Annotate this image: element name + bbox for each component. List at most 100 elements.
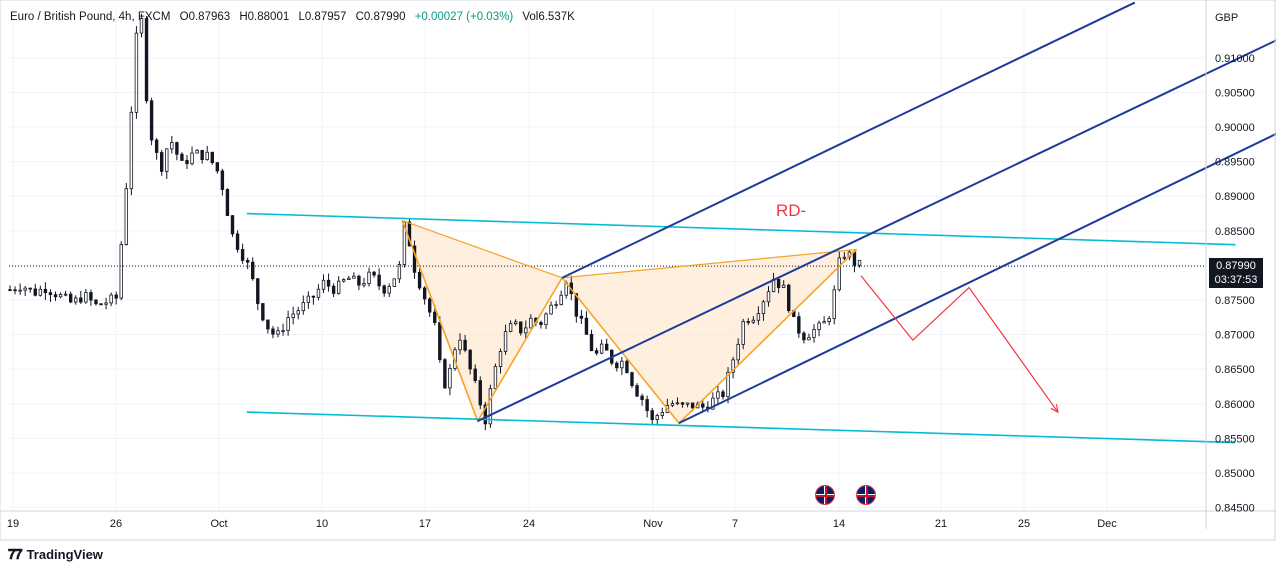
high-value: H0.88001 <box>239 11 290 23</box>
candle-body <box>812 329 816 338</box>
symbol-title[interactable]: Euro / British Pound, 4h, FXCM <box>10 11 171 23</box>
candle-body <box>544 313 548 326</box>
candle-body <box>599 343 604 354</box>
channel-lower-line <box>246 411 1236 444</box>
candle-body <box>28 287 32 290</box>
candle-body <box>342 279 346 282</box>
candle-body <box>721 391 725 398</box>
grid <box>9 6 1206 511</box>
candle-body <box>362 283 366 286</box>
candle-body <box>781 284 786 288</box>
candle-body <box>357 275 361 286</box>
candle-body <box>787 284 791 312</box>
volume-value: Vol6.537K <box>522 11 575 23</box>
pattern-bd-line <box>561 248 857 279</box>
candle-body <box>488 388 493 425</box>
candle-body <box>195 149 199 154</box>
candle-body <box>529 317 533 329</box>
candle-body <box>261 303 265 321</box>
candle-body <box>756 313 761 321</box>
candle-body <box>407 221 412 247</box>
candle-body <box>539 322 543 326</box>
brand[interactable]: 𝟕𝟕 TradingView <box>8 546 103 563</box>
candle-body <box>38 288 43 296</box>
x-tick-label: Nov <box>643 518 663 530</box>
candle-body <box>367 271 371 284</box>
x-tick-label: 10 <box>316 518 328 530</box>
candle-body <box>306 295 311 303</box>
harmonic-pattern-fill <box>402 220 857 424</box>
candle-body <box>498 351 503 367</box>
candle-body <box>645 399 649 412</box>
candle-body <box>321 279 326 290</box>
candle-body <box>438 322 442 361</box>
uk-flag-icon[interactable] <box>856 485 876 505</box>
candle-body <box>857 259 862 266</box>
candle-body <box>519 321 523 334</box>
candle-body <box>680 402 685 405</box>
candle-body <box>84 292 88 303</box>
candle-body <box>58 294 63 298</box>
candle-body <box>660 411 665 416</box>
channel-upper-line <box>246 212 1236 246</box>
candle-body <box>448 368 452 389</box>
currency-label[interactable]: GBP <box>1215 12 1239 24</box>
candle-body <box>154 139 159 153</box>
candle-body <box>205 151 209 160</box>
candle-body <box>68 293 73 303</box>
bar-countdown: 03:37:53 <box>1214 274 1258 286</box>
candle-body <box>761 301 766 315</box>
candle-body <box>842 256 847 259</box>
candle-body <box>579 315 584 319</box>
candle-body <box>751 319 756 323</box>
candle-body <box>463 339 467 351</box>
y-tick-label: 0.87500 <box>1215 295 1255 307</box>
candle-body <box>144 18 149 102</box>
candle-body <box>493 366 498 390</box>
candle-body <box>256 278 260 304</box>
candle-body <box>63 293 68 296</box>
candle-body <box>422 287 427 300</box>
brand-name: TradingView <box>26 547 103 562</box>
candle-body <box>79 297 83 303</box>
candle-body <box>245 259 250 263</box>
x-tick-label: Oct <box>210 518 227 530</box>
tradingview-logo-icon: 𝟕𝟕 <box>8 546 23 562</box>
candle-body <box>8 289 12 292</box>
candle-body <box>165 148 169 172</box>
pitchfork-upper-line <box>561 1 1136 279</box>
candle-body <box>524 327 528 334</box>
candle-body <box>124 188 129 245</box>
y-tick-label: 0.85000 <box>1215 468 1255 480</box>
candle-body <box>417 271 422 289</box>
y-tick-label: 0.86000 <box>1215 399 1255 411</box>
open-value: O0.87963 <box>179 11 231 23</box>
candle-body <box>433 311 437 323</box>
y-tick-label: 0.89000 <box>1215 191 1255 203</box>
candle-body <box>741 321 745 345</box>
candle-body <box>584 317 589 335</box>
candle-body <box>43 288 48 293</box>
y-tick-label: 0.87000 <box>1215 330 1255 342</box>
candle-body <box>443 359 447 389</box>
y-tick-label: 0.84500 <box>1215 503 1255 515</box>
candle-body <box>13 289 17 292</box>
candle-body <box>817 322 821 330</box>
uk-flag-icon[interactable] <box>815 485 835 505</box>
candle-body <box>170 142 174 150</box>
rd-annotation[interactable]: RD- <box>776 201 807 220</box>
candle-body <box>625 360 629 374</box>
candle-body <box>99 303 103 306</box>
candle-body <box>109 294 113 304</box>
candle-body <box>215 162 220 172</box>
candle-body <box>251 261 255 280</box>
x-tick-label: 19 <box>7 518 19 530</box>
symbol-legend: Euro / British Pound, 4h, FXCM O0.87963 … <box>10 11 581 23</box>
candle-body <box>281 330 285 332</box>
axes <box>0 0 1276 541</box>
candle-body <box>797 316 801 334</box>
candle-body <box>311 295 316 298</box>
candle-body <box>149 100 154 141</box>
candle-body <box>336 280 341 294</box>
